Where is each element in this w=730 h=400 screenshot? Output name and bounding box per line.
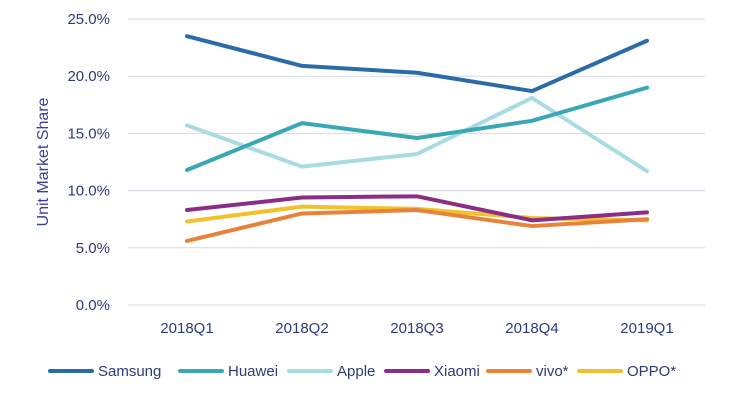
x-tick-label: 2019Q1 bbox=[620, 320, 673, 337]
legend-label-vivo: vivo* bbox=[536, 363, 569, 380]
y-tick-label: 5.0% bbox=[76, 240, 110, 257]
legend-label-oppo: OPPO* bbox=[627, 363, 676, 380]
y-tick-label: 0.0% bbox=[76, 297, 110, 314]
x-tick-label: 2018Q3 bbox=[390, 320, 443, 337]
y-axis-title: Unit Market Share bbox=[35, 97, 52, 226]
gridlines bbox=[128, 18, 705, 306]
series-line-huawei bbox=[185, 85, 649, 173]
legend-label-huawei: Huawei bbox=[228, 363, 278, 380]
series-line-samsung bbox=[185, 34, 649, 94]
legend: Samsung Huawei Apple Xiaomi vivo* OPPO* bbox=[48, 363, 676, 380]
y-tick-label: 10.0% bbox=[67, 183, 110, 200]
y-axis-ticks: 0.0% 5.0% 10.0% 15.0% 20.0% 25.0% bbox=[67, 11, 110, 314]
y-tick-label: 25.0% bbox=[67, 11, 110, 28]
x-tick-label: 2018Q4 bbox=[505, 320, 558, 337]
legend-label-samsung: Samsung bbox=[98, 363, 161, 380]
y-tick-label: 15.0% bbox=[67, 125, 110, 142]
series-line-vivo bbox=[185, 208, 649, 243]
series-line-apple bbox=[185, 95, 649, 174]
x-axis-ticks: 2018Q1 2018Q2 2018Q3 2018Q4 2019Q1 bbox=[160, 320, 673, 337]
x-tick-label: 2018Q1 bbox=[160, 320, 213, 337]
legend-label-xiaomi: Xiaomi bbox=[434, 363, 480, 380]
y-tick-label: 20.0% bbox=[67, 68, 110, 85]
legend-label-apple: Apple bbox=[337, 363, 375, 380]
series-lines bbox=[185, 34, 649, 243]
series-line-xiaomi bbox=[185, 194, 649, 223]
x-tick-label: 2018Q2 bbox=[275, 320, 328, 337]
